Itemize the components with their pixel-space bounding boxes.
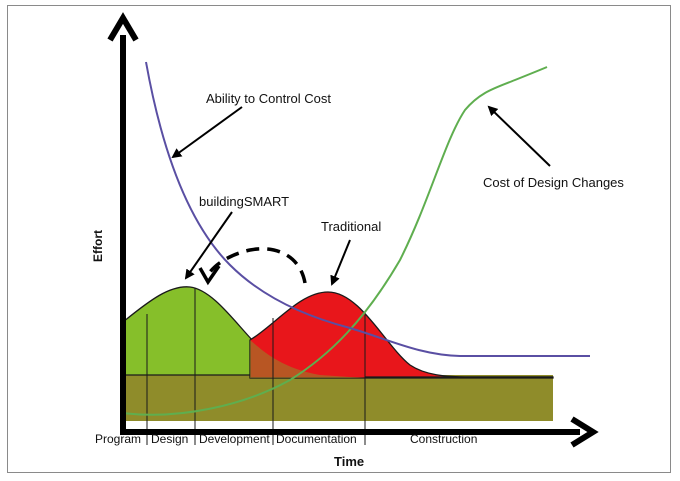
building-smart-arrow: [184, 211, 233, 280]
building-smart-label: buildingSMART: [199, 194, 289, 209]
ability-to-control-cost-line: [145, 61, 590, 357]
phase-dividers: [146, 288, 366, 445]
ability-arrow: [171, 106, 243, 159]
cost-of-design-changes-line: [122, 66, 548, 416]
axes: [107, 12, 599, 448]
base-effort-area: [123, 375, 553, 421]
phase-label-design: Design: [151, 432, 188, 446]
traditional-curve: [249, 291, 554, 379]
phase-label-documentation: Documentation: [276, 432, 357, 446]
overlap-area: [250, 340, 365, 378]
cost-of-design-changes-label: Cost of Design Changes: [483, 175, 624, 190]
phase-label-development: Development: [199, 432, 270, 446]
x-axis-title: Time: [334, 454, 364, 469]
cost-changes-arrow: [487, 105, 551, 167]
phase-label-construction: Construction: [410, 432, 477, 446]
shift-dashed-arrowhead: [198, 265, 221, 286]
shift-dashed-arrow: [208, 247, 307, 284]
traditional-arrow: [330, 239, 351, 286]
ability-to-control-cost-label: Ability to Control Cost: [206, 91, 331, 106]
y-axis-title: Effort: [91, 230, 105, 262]
phase-label-program: Program: [95, 432, 141, 446]
traditional-label: Traditional: [321, 219, 381, 234]
